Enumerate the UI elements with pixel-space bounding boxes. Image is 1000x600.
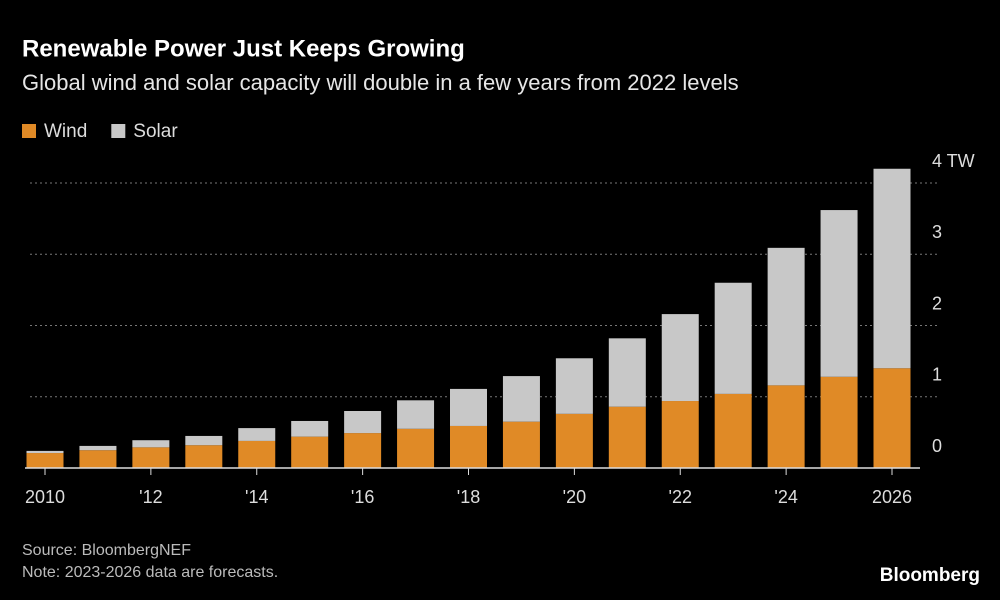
y-tick-label: 3 [932,222,942,242]
bar-segment [397,428,435,468]
legend-label: Solar [133,121,178,142]
bar-segment [132,440,170,448]
bar-segment [714,282,752,394]
bar-segment [79,450,117,468]
bar-segment [79,445,117,451]
x-tick-label: '14 [245,487,268,507]
legend-swatch [111,124,126,138]
x-tick-label: '18 [457,487,480,507]
bar-segment [344,411,382,434]
bar-segment [450,388,487,426]
bar-segment [26,453,64,468]
chart-title: Renewable Power Just Keeps Growing [22,35,465,62]
x-tick-label: '24 [774,487,797,507]
bar-segment [502,376,540,422]
bar-segment [767,385,805,468]
bar-segment [555,358,593,414]
bar-segment [238,428,276,441]
bar-segment [397,400,435,429]
x-tick-label: '20 [563,487,586,507]
brand-logo: Bloomberg [880,565,980,586]
x-tick-label: '22 [669,487,692,507]
y-tick-label: 4 TW [932,151,975,171]
source: Source: BloombergNEF [22,542,191,559]
bar-segment [608,406,646,468]
bar-segment [344,433,382,468]
bar-segment [661,314,699,402]
legend-label: Wind [44,121,87,142]
bar-segment [291,436,329,468]
bar-segment [873,168,911,369]
bar-segment [185,435,223,446]
bar-segment [873,368,911,468]
bar-segment [555,413,593,468]
bar-segment [820,210,858,377]
y-tick-label: 2 [932,293,942,313]
y-tick-label: 1 [932,365,942,385]
x-tick-label: '12 [139,487,162,507]
chart-subtitle: Global wind and solar capacity will doub… [22,70,739,95]
bar-segment [26,450,64,454]
legend-swatch [22,124,36,138]
bar-segment [502,421,540,468]
bar-segment [185,445,223,468]
bar-segment [238,440,276,468]
x-tick-label: 2026 [872,487,912,507]
note: Note: 2023-2026 data are forecasts. [22,564,278,581]
y-tick-label: 0 [932,436,942,456]
bar-segment [608,338,646,407]
x-tick-label: '16 [351,487,374,507]
x-tick-label: 2010 [25,487,65,507]
bar-segment [767,247,805,386]
bar-segment [132,447,170,468]
bar-segment [820,376,858,468]
bar-segment [714,393,752,468]
bar-segment [450,425,487,468]
bar-segment [661,401,699,468]
bar-segment [291,420,329,437]
